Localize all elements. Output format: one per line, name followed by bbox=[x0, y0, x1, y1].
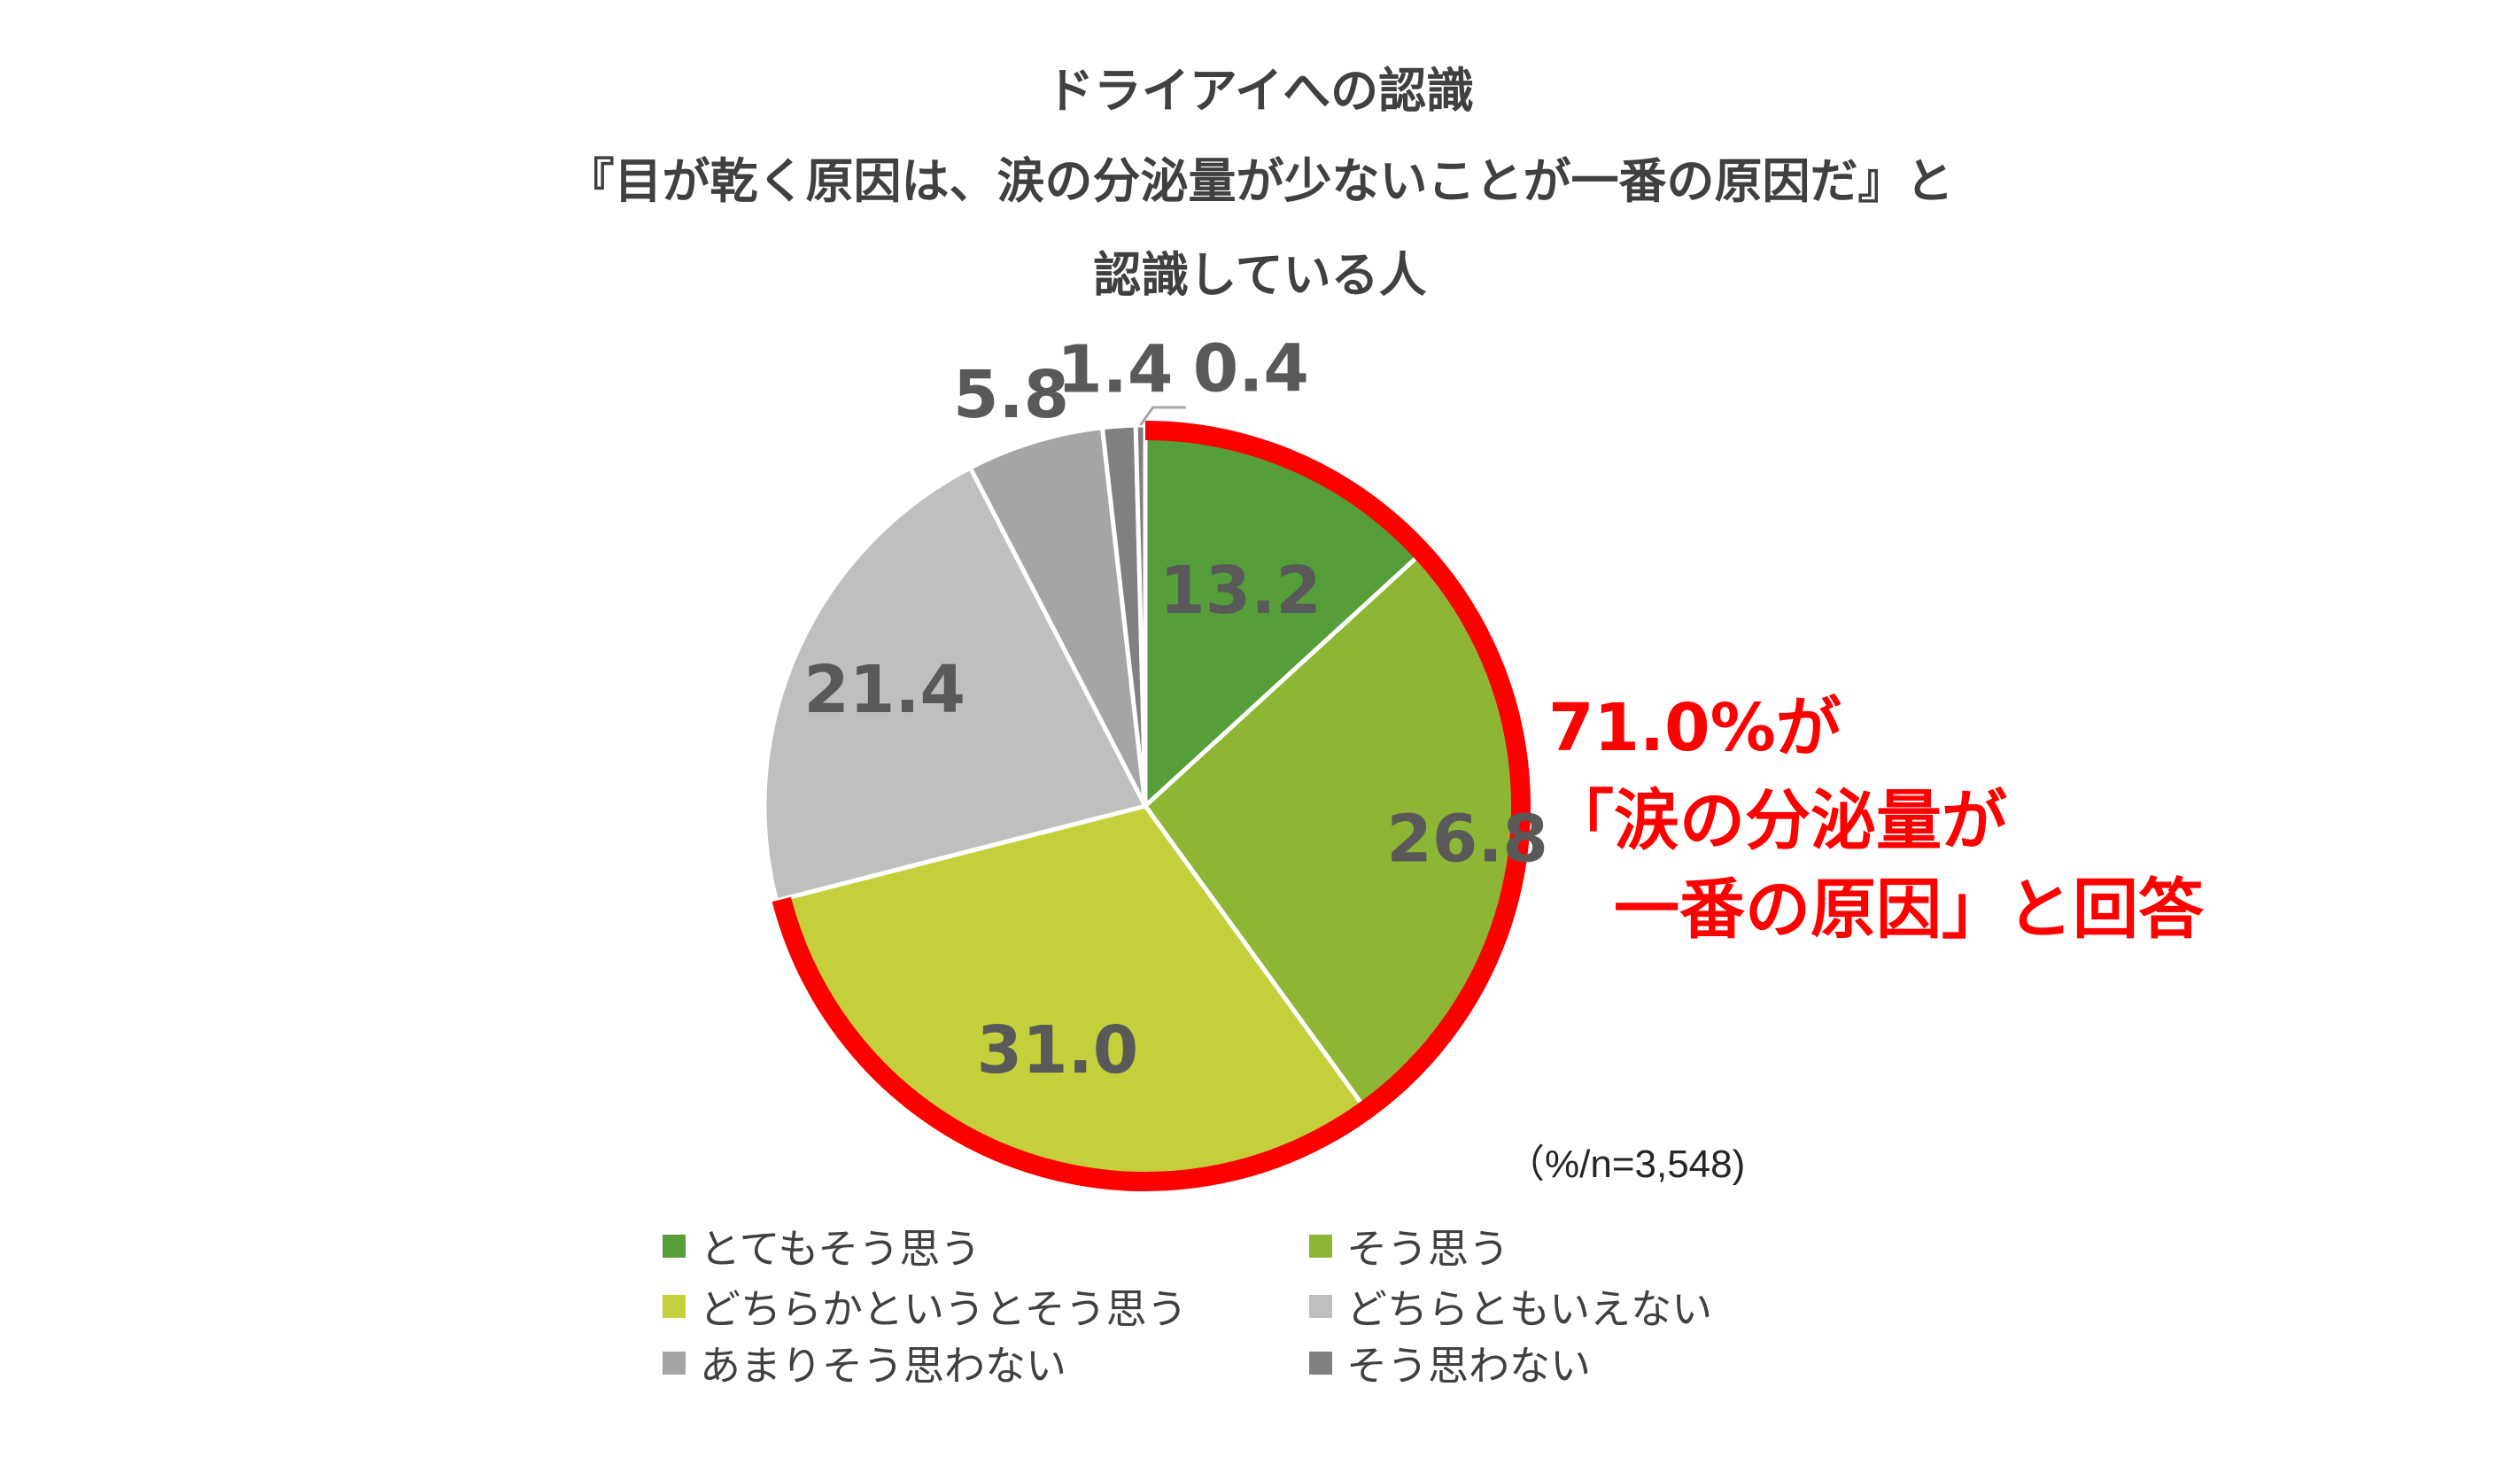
legend-swatch-1 bbox=[1309, 1235, 1332, 1258]
chart-title-line-1: ドライアイへの認識 bbox=[1045, 63, 1475, 119]
legend-swatch-5 bbox=[1309, 1352, 1332, 1375]
legend-label-0: とてもそう思う bbox=[700, 1225, 981, 1273]
pie-slice-6 bbox=[1133, 422, 1148, 807]
pie-slice-3 bbox=[762, 464, 1149, 903]
pie-slice-4 bbox=[967, 424, 1148, 808]
legend-swatch-2 bbox=[663, 1295, 686, 1318]
legend-item-0: とてもそう思う bbox=[663, 1217, 981, 1275]
legend-item-3: どちらともいえない bbox=[1309, 1277, 1712, 1336]
chart-title-line-3: 認識している人 bbox=[1093, 247, 1427, 303]
sample-size-note: （%/n=3,548) bbox=[1506, 1143, 1746, 1186]
data-label-5: 1.4 bbox=[1057, 332, 1173, 408]
legend-label-1: そう思う bbox=[1346, 1225, 1509, 1273]
data-label-6: 0.4 bbox=[1193, 331, 1309, 407]
legend-item-1: そう思う bbox=[1309, 1217, 1509, 1275]
data-label-2: 31.0 bbox=[977, 1012, 1139, 1089]
data-label-0: 13.2 bbox=[1159, 553, 1322, 629]
callout-line-3: 一番の原因」と回答 bbox=[1548, 872, 2204, 948]
data-label-3: 21.4 bbox=[803, 652, 965, 728]
callout-line-1: 71.0%が bbox=[1548, 690, 1842, 766]
legend-label-3: どちらともいえない bbox=[1346, 1285, 1713, 1333]
data-label-4: 5.8 bbox=[953, 357, 1069, 433]
callout-line-2: 「涙の分泌量が bbox=[1548, 783, 2007, 859]
legend-swatch-4 bbox=[663, 1352, 686, 1375]
legend-item-2: どちらかというとそう思う bbox=[663, 1277, 1188, 1336]
legend-label-2: どちらかというとそう思う bbox=[700, 1285, 1188, 1333]
legend-label-5: そう思わない bbox=[1346, 1342, 1591, 1390]
legend-swatch-3 bbox=[1309, 1295, 1332, 1318]
chart-title-line-2: 『目が乾く原因は、涙の分泌量が少ないことが一番の原因だ』と bbox=[566, 153, 1954, 209]
data-label-1: 26.8 bbox=[1386, 802, 1548, 878]
legend-item-4: あまりそう思わない bbox=[663, 1334, 1066, 1392]
legend-item-5: そう思わない bbox=[1309, 1334, 1591, 1392]
legend-swatch-0 bbox=[663, 1235, 686, 1258]
legend-label-4: あまりそう思わない bbox=[700, 1342, 1066, 1390]
leader-line bbox=[1139, 406, 1186, 426]
highlight-arc bbox=[772, 421, 1531, 1191]
